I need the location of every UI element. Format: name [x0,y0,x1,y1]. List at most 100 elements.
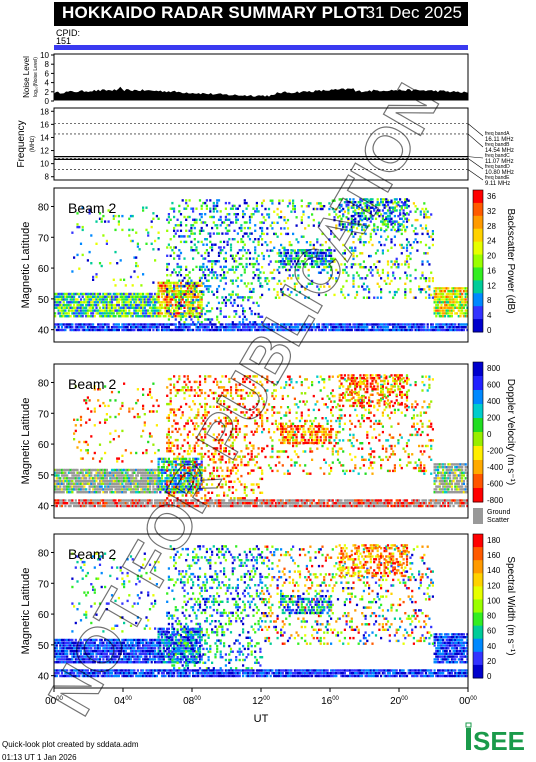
data-cell [63,483,65,485]
data-cell [380,244,382,246]
data-cell [244,271,246,273]
data-cell [242,318,244,320]
data-cell [147,232,149,234]
data-cell [204,257,206,259]
data-cell [202,266,204,268]
data-cell [394,236,396,238]
data-cell [197,241,199,243]
data-cell [294,205,296,207]
data-cell [209,241,211,243]
data-cell [409,258,411,260]
data-cell [408,266,410,268]
data-cell [397,263,399,265]
data-cell [264,280,266,282]
frequency-band-value: 9.11 MHz [485,181,510,187]
data-cell [220,219,222,221]
data-cell [171,249,173,251]
data-cell [409,252,411,254]
data-cell [252,208,254,210]
data-cell [254,464,256,466]
data-cell [170,246,172,248]
data-cell [434,483,436,485]
data-cell [246,494,248,496]
data-cell [128,218,130,220]
data-cell [168,417,170,419]
data-cell [401,223,403,225]
frequency-band-leader [468,124,483,136]
data-cell [199,384,201,386]
data-cell [396,220,398,222]
data-cell [85,477,87,479]
data-cell [171,202,173,204]
data-cell [182,280,184,282]
data-cell [396,258,398,260]
data-cell [177,282,179,284]
data-cell [266,249,268,251]
data-cell [151,243,153,245]
data-cell [301,205,303,207]
data-cell [221,323,223,325]
colorbar-tick-label: 20 [487,252,496,261]
data-cell [178,249,180,251]
data-cell [208,274,210,276]
data-cell [194,395,196,397]
data-cell [366,326,368,328]
data-cell [421,263,423,265]
data-cell [377,272,379,274]
data-cell [233,230,235,232]
data-cell [166,230,168,232]
data-cell [232,282,234,284]
data-cell [173,288,175,290]
data-cell [170,392,172,394]
lat-ylabel: Magnetic Latitude [20,222,32,309]
data-cell [249,472,251,474]
data-cell [201,389,203,391]
data-cell [118,215,120,217]
data-cell [127,315,129,317]
data-cell [465,298,467,300]
data-cell [177,392,179,394]
data-cell [58,474,60,476]
data-cell [387,326,389,328]
data-cell [182,298,184,300]
data-cell [347,294,349,296]
data-cell [435,315,437,317]
data-cell [187,375,189,377]
data-cell [183,291,185,293]
data-cell [387,223,389,225]
colorbar-label: Backscatter Power (dB) [505,208,516,313]
data-cell [170,403,172,405]
data-cell [358,274,360,276]
data-cell [183,216,185,218]
data-cell [375,266,377,268]
data-cell [199,316,201,318]
data-cell [177,422,179,424]
data-cell [258,486,260,488]
data-cell [85,488,87,490]
data-cell [190,291,192,293]
lat-tick-label: 80 [38,202,50,213]
data-cell [240,249,242,251]
data-cell [380,288,382,290]
data-cell [66,474,68,476]
data-cell [195,246,197,248]
data-cell [158,232,160,234]
data-cell [102,326,104,328]
data-cell [252,277,254,279]
data-cell [411,329,413,331]
data-cell [368,297,370,299]
data-cell [451,466,453,468]
data-cell [366,285,368,287]
data-cell [235,260,237,262]
data-cell [463,307,465,309]
data-cell [356,294,358,296]
data-cell [233,238,235,240]
data-cell [415,205,417,207]
data-cell [78,226,80,228]
data-cell [264,219,266,221]
data-cell [370,266,372,268]
data-cell [130,301,132,303]
data-cell [425,213,427,215]
data-cell [114,284,116,286]
data-cell [385,283,387,285]
